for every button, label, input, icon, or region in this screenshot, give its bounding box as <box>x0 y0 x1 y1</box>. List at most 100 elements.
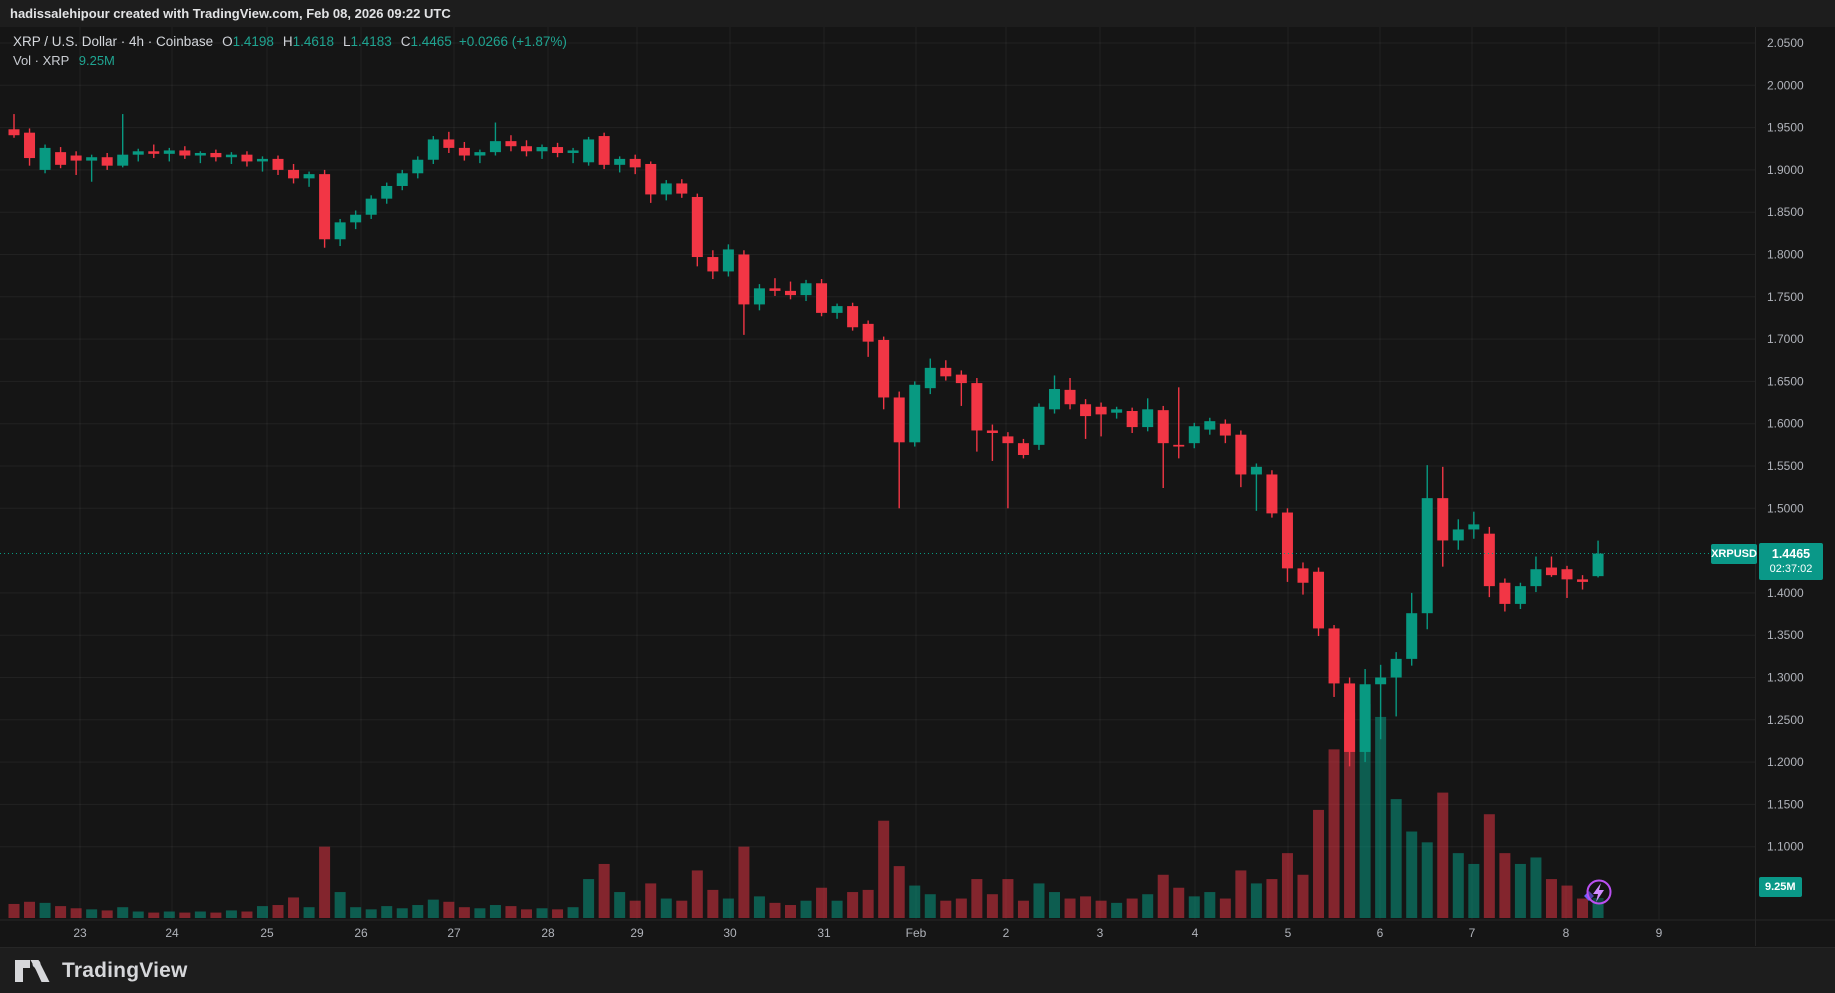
volume-bar <box>179 912 191 918</box>
volume-bar <box>1126 898 1138 918</box>
y-axis-label: 2.0500 <box>1767 36 1804 50</box>
candle-body <box>971 383 983 431</box>
volume-bar <box>55 906 67 918</box>
volume-bar <box>427 899 439 918</box>
candle-body <box>443 139 455 148</box>
volume-bar <box>70 908 82 918</box>
y-axis-label: 1.6500 <box>1767 374 1804 388</box>
candle-body <box>753 288 765 305</box>
candle-body <box>350 214 362 223</box>
axes-layer[interactable]: 2.0500 2.0000 1.9500 1.9000 1.8500 1.8000 1.75… <box>0 27 1835 946</box>
x-axis-label: 25 <box>260 926 274 940</box>
candle-body <box>567 150 579 153</box>
volume-bar <box>800 900 812 918</box>
volume-bar <box>101 910 113 918</box>
volume-bar <box>1250 883 1262 918</box>
open-key: O <box>222 34 233 49</box>
volume-bar <box>1219 898 1231 918</box>
candle-body <box>800 283 812 296</box>
volume-bar <box>785 905 796 918</box>
volume-bar <box>319 846 331 918</box>
candle-body <box>536 147 548 152</box>
volume-bar <box>86 909 98 918</box>
volume-bar <box>955 898 967 918</box>
candle-body <box>334 222 346 240</box>
candle-body <box>862 323 874 342</box>
candle-body <box>505 141 517 147</box>
brand-wordmark[interactable]: TradingView <box>62 958 188 982</box>
candle-body <box>1281 512 1293 569</box>
candle-body <box>1313 571 1325 629</box>
candle-body <box>629 158 641 168</box>
candle-body <box>1437 498 1449 541</box>
candle-body <box>132 151 144 155</box>
candle-body <box>722 249 734 272</box>
volume-bar <box>381 906 393 918</box>
volume-bar <box>225 910 237 918</box>
last-price-value: 1.4465 <box>1771 547 1811 561</box>
close-value: 1.4465 <box>410 34 452 49</box>
volume-bar <box>350 907 362 918</box>
volume-bar <box>940 900 952 918</box>
volume-bar <box>1514 863 1526 918</box>
high-key: H <box>282 34 293 49</box>
volume-bar <box>707 889 719 918</box>
volume-bar <box>986 894 998 918</box>
candle-body <box>831 306 843 313</box>
symbol-title[interactable]: XRP / U.S. Dollar · 4h · Coinbase <box>13 34 214 49</box>
candle-body <box>676 183 688 194</box>
candle-body <box>1577 579 1589 582</box>
volume-bar <box>303 907 315 918</box>
candle-body <box>520 146 532 152</box>
candle-body <box>365 198 377 215</box>
bar-countdown: 02:37:02 <box>1769 563 1813 575</box>
volume-bar <box>909 885 921 918</box>
volume-bar <box>1064 898 1076 918</box>
candle-body <box>381 185 393 199</box>
volume-bar <box>1375 716 1387 918</box>
candle-body <box>1421 498 1433 614</box>
volume-bar <box>1095 900 1107 918</box>
candle-body <box>148 151 160 154</box>
footer-bar: TradingView <box>0 947 1835 993</box>
candle-body <box>598 136 610 165</box>
volume-bar <box>1561 885 1573 918</box>
volume-bar <box>194 911 206 918</box>
candle-body <box>489 141 501 153</box>
y-axis-label: 1.9000 <box>1767 163 1804 177</box>
volume-bar <box>1188 896 1200 918</box>
y-axis-label: 1.7500 <box>1767 290 1804 304</box>
volume-label[interactable]: Vol · XRP <box>13 53 70 68</box>
candle-body <box>1250 466 1262 475</box>
volume-bar <box>365 909 377 918</box>
candle-body <box>396 173 408 186</box>
candle-body <box>412 159 424 174</box>
event-marker[interactable] <box>1576 872 1620 912</box>
candle-body <box>24 132 36 159</box>
x-axis-label: 3 <box>1097 926 1104 940</box>
candle-body <box>924 367 936 389</box>
grid-layer <box>0 27 1755 920</box>
volume-bar <box>443 901 455 918</box>
candle-body <box>1142 409 1154 428</box>
candle-body <box>1452 529 1464 541</box>
x-axis-label: 8 <box>1563 926 1570 940</box>
candle-body <box>1002 436 1014 444</box>
candle-body <box>458 147 470 156</box>
candle-body <box>707 257 719 272</box>
x-axis-label: 5 <box>1285 926 1292 940</box>
volume-bar <box>1033 883 1045 918</box>
volume-bar <box>1080 896 1092 918</box>
volume-bar <box>567 907 579 918</box>
candle-body <box>1173 444 1185 447</box>
candle-body <box>614 158 626 165</box>
candle-body <box>1064 389 1076 405</box>
candle-body <box>1017 443 1029 456</box>
tradingview-logo-icon[interactable] <box>14 956 52 986</box>
candle-body <box>1344 683 1356 752</box>
open-value: 1.4198 <box>232 34 274 49</box>
volume-bar <box>1452 853 1464 918</box>
candle-body <box>1406 613 1418 659</box>
candle-body <box>1545 567 1557 576</box>
